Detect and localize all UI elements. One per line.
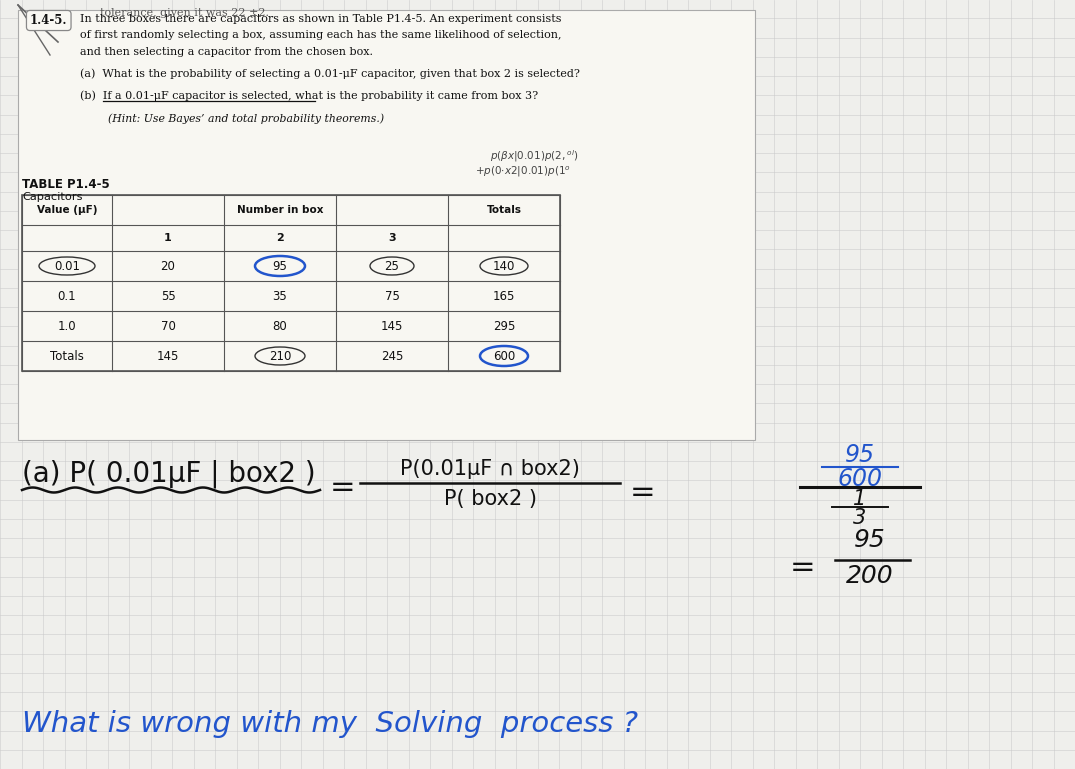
Text: P( box2 ): P( box2 ): [444, 489, 536, 509]
Text: 600: 600: [837, 467, 883, 491]
Text: 245: 245: [381, 349, 403, 362]
Text: 0.1: 0.1: [58, 289, 76, 302]
Text: 210: 210: [269, 349, 291, 362]
Text: 75: 75: [385, 289, 400, 302]
Text: 3: 3: [854, 508, 866, 528]
Text: of first randomly selecting a box, assuming each has the same likelihood of sele: of first randomly selecting a box, assum…: [80, 30, 561, 40]
Text: 95: 95: [845, 443, 875, 467]
Text: 1: 1: [854, 489, 866, 509]
Bar: [18, 10, 755, 440]
Text: In three boxes there are capacitors as shown in Table P1.4-5. An experiment cons: In three boxes there are capacitors as s…: [80, 14, 561, 24]
Text: 20: 20: [160, 259, 175, 272]
Text: 95: 95: [855, 528, 886, 552]
Bar: [22, 195, 560, 371]
Text: (a) P( 0.01μF | box2 ): (a) P( 0.01μF | box2 ): [22, 460, 316, 488]
Text: $+p(0{\cdot}x2|0.01)p(1^{o}$: $+p(0{\cdot}x2|0.01)p(1^{o}$: [475, 165, 571, 179]
Text: 25: 25: [385, 259, 400, 272]
Text: 35: 35: [273, 289, 287, 302]
Text: What is wrong with my  Solving  process ?: What is wrong with my Solving process ?: [22, 710, 639, 738]
Text: Number in box: Number in box: [236, 205, 324, 215]
Text: =: =: [630, 478, 656, 507]
Text: 165: 165: [492, 289, 515, 302]
Text: $p(\beta x|0.01)p(2,^{ol})$: $p(\beta x|0.01)p(2,^{ol})$: [490, 148, 578, 164]
Text: and then selecting a capacitor from the chosen box.: and then selecting a capacitor from the …: [80, 47, 373, 57]
Text: 200: 200: [846, 564, 893, 588]
Text: 2: 2: [276, 233, 284, 243]
Text: (Hint: Use Bayes’ and total probability theorems.): (Hint: Use Bayes’ and total probability …: [80, 113, 384, 124]
Text: 3: 3: [388, 233, 396, 243]
Text: =: =: [790, 553, 816, 582]
Text: 145: 145: [157, 349, 180, 362]
Text: P(0.01μF ∩ box2): P(0.01μF ∩ box2): [400, 459, 579, 479]
Text: TABLE P1.4-5: TABLE P1.4-5: [22, 178, 110, 191]
Text: Totals: Totals: [51, 349, 84, 362]
Text: 145: 145: [381, 319, 403, 332]
Text: (a)  What is the probability of selecting a 0.01-μF capacitor, given that box 2 : (a) What is the probability of selecting…: [80, 68, 579, 78]
Text: tolerance, given it was 22 ±2.: tolerance, given it was 22 ±2.: [100, 8, 269, 18]
Text: =: =: [330, 473, 356, 502]
Text: 70: 70: [160, 319, 175, 332]
Text: 55: 55: [160, 289, 175, 302]
Text: 0.01: 0.01: [54, 259, 80, 272]
Text: 600: 600: [492, 349, 515, 362]
Text: Capacitors: Capacitors: [22, 192, 83, 202]
Text: Value (μF): Value (μF): [37, 205, 97, 215]
Text: 80: 80: [273, 319, 287, 332]
Text: 95: 95: [273, 259, 287, 272]
Text: Totals: Totals: [487, 205, 521, 215]
Text: (b)  If a 0.01-μF capacitor is selected, what is the probability it came from bo: (b) If a 0.01-μF capacitor is selected, …: [80, 90, 539, 101]
Text: 140: 140: [492, 259, 515, 272]
Text: 295: 295: [492, 319, 515, 332]
Text: 1.0: 1.0: [58, 319, 76, 332]
Text: 1: 1: [164, 233, 172, 243]
Text: 1.4-5.: 1.4-5.: [30, 14, 68, 27]
